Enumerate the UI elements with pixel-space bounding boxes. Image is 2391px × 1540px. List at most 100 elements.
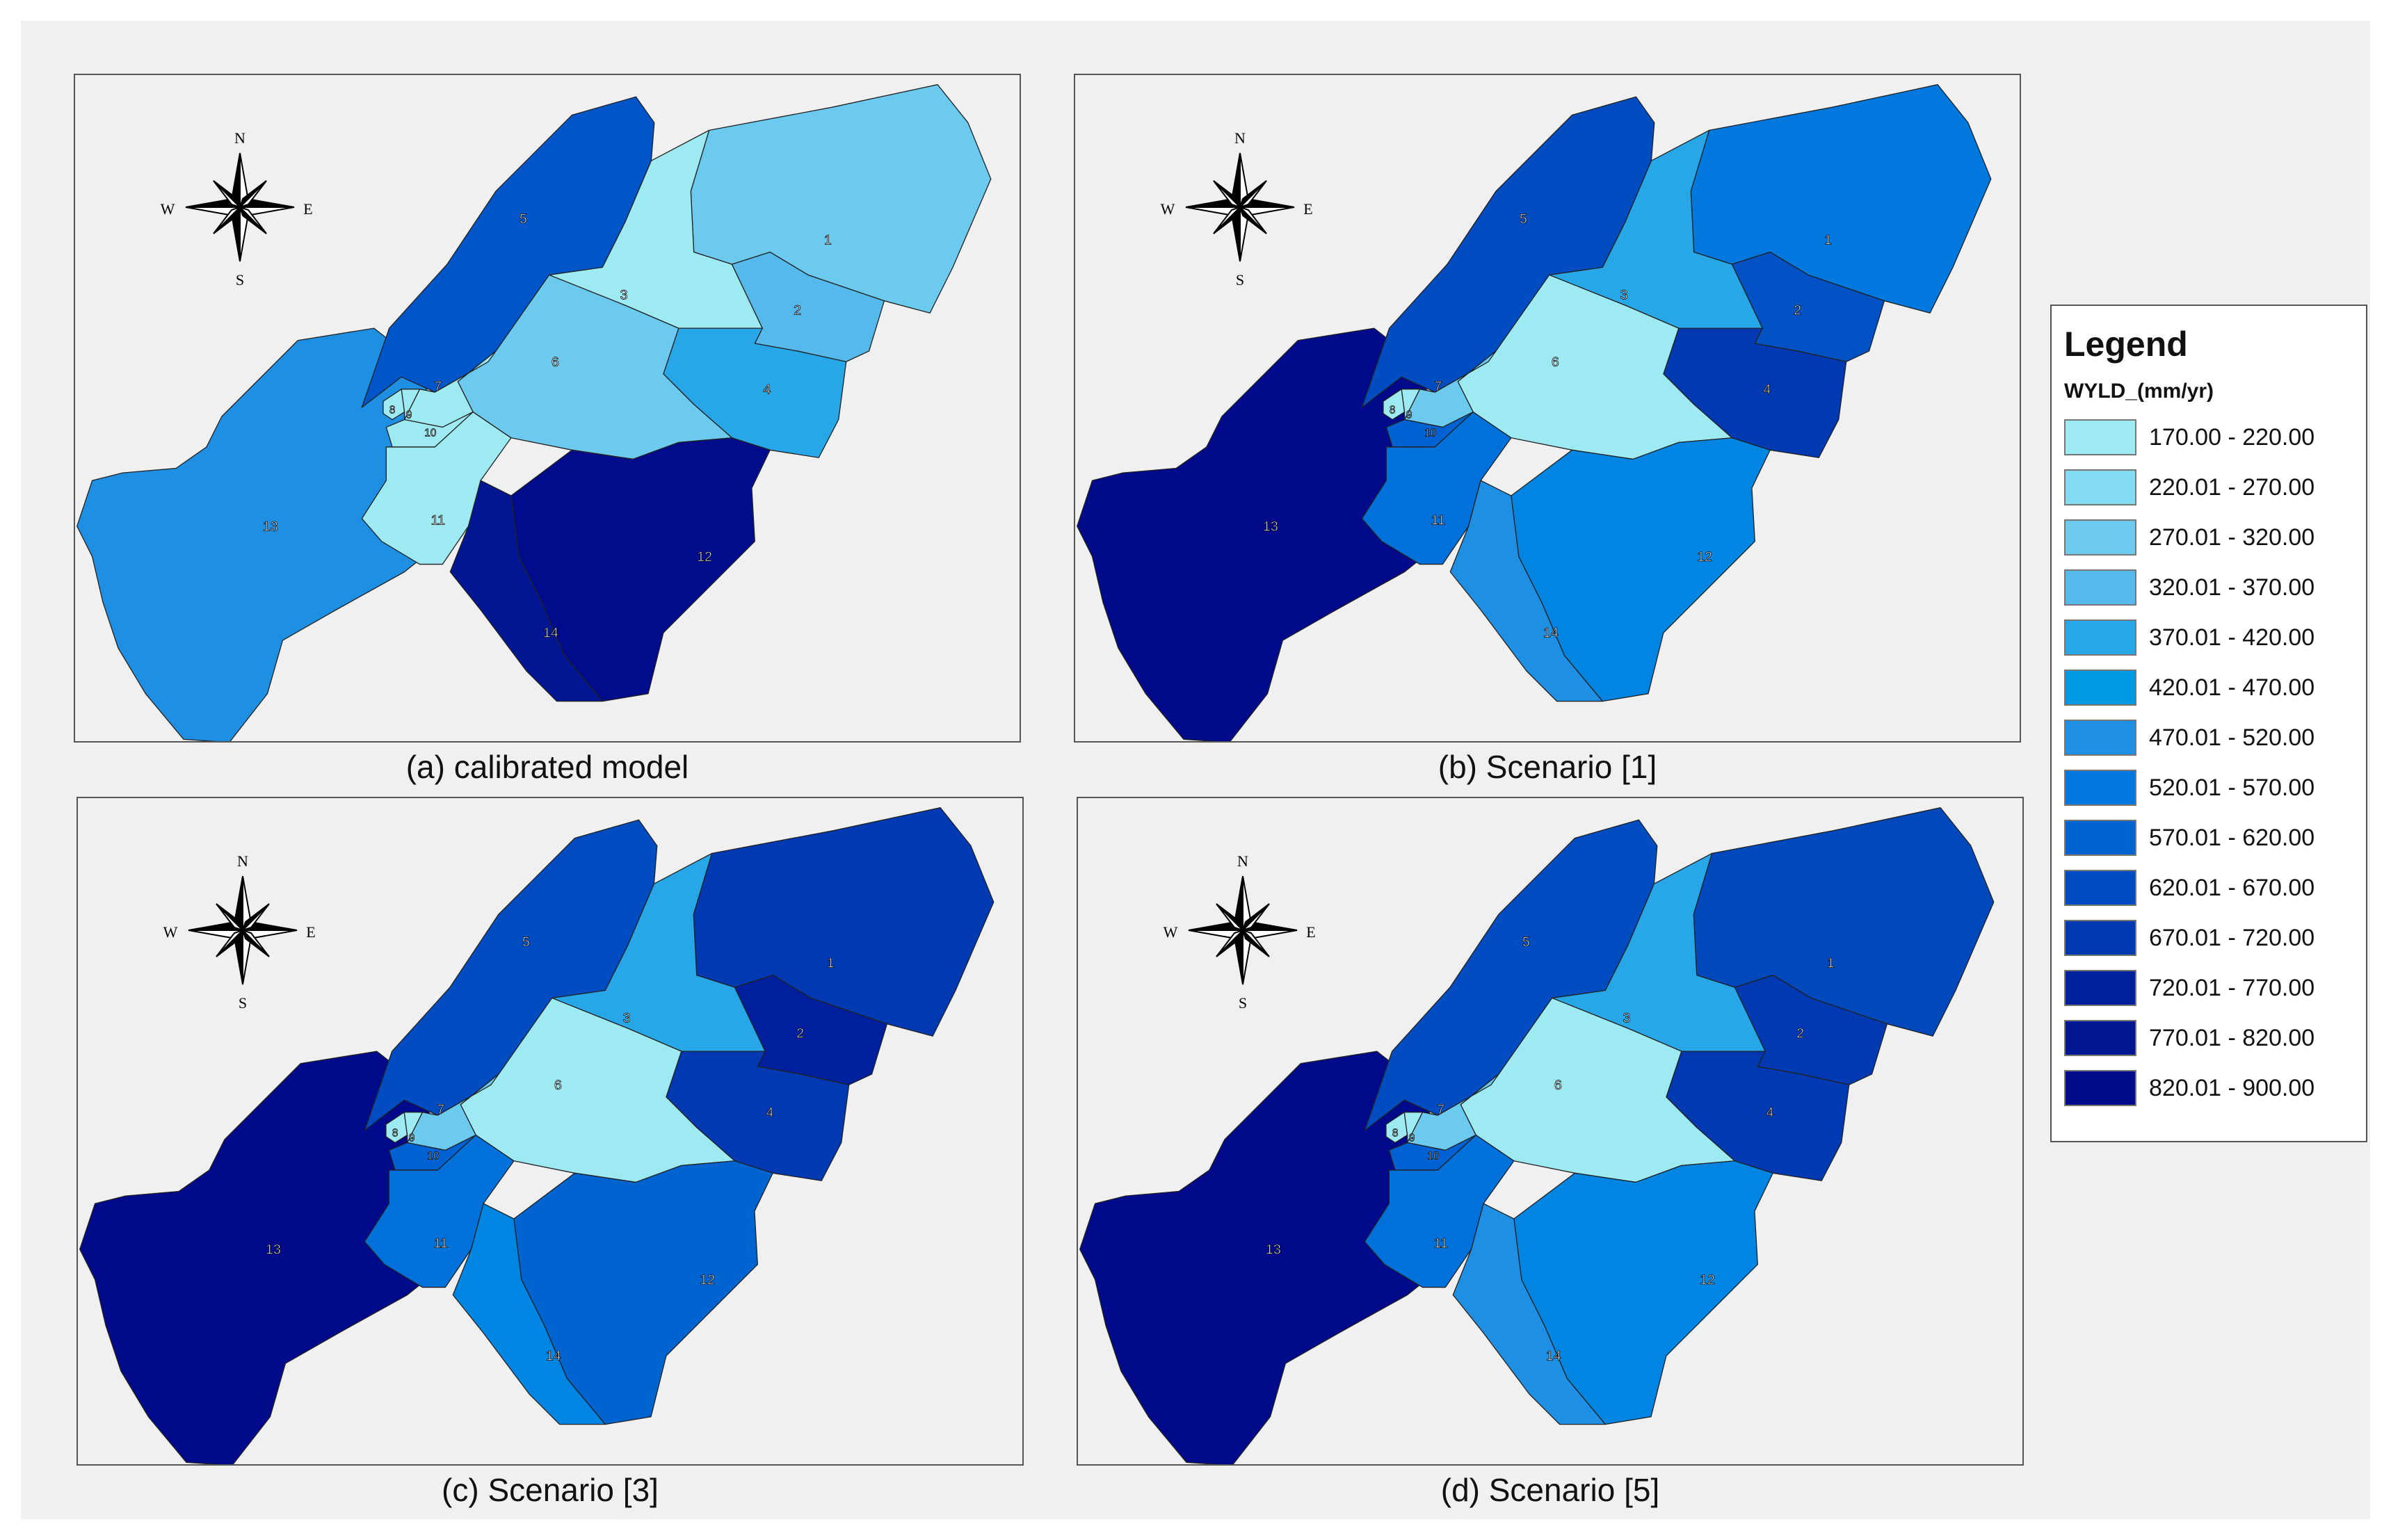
legend-item: 720.01 - 770.00 bbox=[2060, 968, 2359, 1008]
legend-swatch bbox=[2064, 1020, 2136, 1056]
subbasin-label-13: 13 bbox=[1266, 1242, 1281, 1257]
compass-n-label: N bbox=[237, 852, 248, 870]
legend-label: 820.01 - 900.00 bbox=[2149, 1075, 2315, 1101]
subbasin-label-1: 1 bbox=[827, 956, 835, 971]
legend-swatch bbox=[2064, 469, 2136, 505]
legend-label: 520.01 - 570.00 bbox=[2149, 775, 2315, 801]
compass-s-label: S bbox=[236, 271, 244, 289]
map-panel-d: 1 2 3 4 5 6 7 8 9 10 11 12 13 14 N S E W bbox=[1077, 797, 2024, 1466]
legend-label: 770.01 - 820.00 bbox=[2149, 1025, 2315, 1051]
legend-label: 270.01 - 320.00 bbox=[2149, 524, 2315, 551]
subbasin-label-8: 8 bbox=[389, 405, 396, 416]
legend-label: 670.01 - 720.00 bbox=[2149, 925, 2315, 951]
legend-title: Legend bbox=[2064, 325, 2188, 364]
legend-item: 320.01 - 370.00 bbox=[2060, 567, 2359, 608]
legend-item: 220.01 - 270.00 bbox=[2060, 467, 2359, 508]
legend-label: 370.01 - 420.00 bbox=[2149, 624, 2315, 651]
subbasin-label-2: 2 bbox=[1794, 302, 1801, 318]
subbasin-label-5: 5 bbox=[1522, 934, 1530, 950]
compass-n-label: N bbox=[1237, 852, 1248, 870]
legend-swatch bbox=[2064, 619, 2136, 656]
legend-swatch bbox=[2064, 419, 2136, 455]
subbasin-label-6: 6 bbox=[1552, 355, 1559, 370]
compass-w-label: W bbox=[161, 200, 175, 218]
compass-w-label: W bbox=[163, 923, 178, 941]
subbasin-label-6: 6 bbox=[554, 1078, 562, 1093]
subbasin-label-12: 12 bbox=[1700, 1272, 1715, 1288]
legend-item: 620.01 - 670.00 bbox=[2060, 868, 2359, 908]
subbasin-label-2: 2 bbox=[1796, 1026, 1804, 1041]
north-arrow-compass-icon: N S E W bbox=[161, 129, 313, 289]
subbasin-label-7: 7 bbox=[437, 1102, 444, 1117]
compass-e-label: E bbox=[306, 923, 315, 941]
subbasin-14 bbox=[1452, 1203, 1606, 1425]
subbasin-label-3: 3 bbox=[620, 287, 627, 302]
compass-s-label: S bbox=[1239, 994, 1247, 1012]
caption-a: (a) calibrated model bbox=[405, 749, 689, 785]
subbasin-label-10: 10 bbox=[427, 1151, 439, 1162]
subbasin-label-14: 14 bbox=[1546, 1349, 1561, 1364]
subbasin-label-13: 13 bbox=[1263, 519, 1278, 534]
subbasin-label-1: 1 bbox=[824, 233, 832, 248]
subbasin-14 bbox=[1449, 480, 1603, 702]
legend-item: 170.00 - 220.00 bbox=[2060, 417, 2359, 457]
legend-swatch bbox=[2064, 1070, 2136, 1106]
subbasin-label-9: 9 bbox=[406, 409, 412, 421]
subbasin-label-2: 2 bbox=[796, 1026, 804, 1041]
subbasin-label-13: 13 bbox=[263, 519, 278, 534]
legend-swatch bbox=[2064, 770, 2136, 806]
caption-b: (b) Scenario [1] bbox=[1438, 749, 1657, 785]
subbasin-label-12: 12 bbox=[700, 1272, 715, 1288]
north-arrow-compass-icon: N S E W bbox=[163, 852, 316, 1012]
subbasin-11 bbox=[1364, 1134, 1515, 1288]
legend-item: 520.01 - 570.00 bbox=[2060, 768, 2359, 808]
subbasin-label-10: 10 bbox=[1427, 1151, 1439, 1162]
subbasin-label-4: 4 bbox=[1763, 382, 1771, 397]
legend-swatch bbox=[2064, 870, 2136, 906]
subbasin-label-6: 6 bbox=[552, 355, 559, 370]
legend-item: 470.01 - 520.00 bbox=[2060, 718, 2359, 758]
subbasin-label-3: 3 bbox=[1623, 1010, 1630, 1026]
subbasin-label-1: 1 bbox=[1824, 233, 1832, 248]
subbasin-8 bbox=[1385, 1112, 1408, 1144]
subbasin-8 bbox=[385, 1112, 408, 1144]
subbasin-11 bbox=[361, 411, 512, 565]
caption-c: (c) Scenario [3] bbox=[442, 1472, 659, 1508]
legend-swatch bbox=[2064, 820, 2136, 856]
compass-e-label: E bbox=[1306, 923, 1315, 941]
compass-w-label: W bbox=[1164, 923, 1178, 941]
legend-swatch bbox=[2064, 970, 2136, 1006]
compass-s-label: S bbox=[1236, 271, 1244, 289]
subbasin-8 bbox=[1383, 389, 1406, 421]
subbasin-label-9: 9 bbox=[1406, 409, 1412, 421]
legend-label: 470.01 - 520.00 bbox=[2149, 724, 2315, 751]
subbasin-label-3: 3 bbox=[1620, 287, 1627, 302]
subbasin-label-12: 12 bbox=[697, 549, 712, 565]
subbasin-label-14: 14 bbox=[546, 1349, 561, 1364]
subbasin-label-7: 7 bbox=[1437, 1102, 1444, 1117]
subbasin-label-14: 14 bbox=[1543, 626, 1559, 641]
map-panel-c: 1 2 3 4 5 6 7 8 9 10 11 12 13 14 N S E W bbox=[77, 797, 1024, 1466]
subbasin-label-4: 4 bbox=[763, 382, 771, 397]
subbasin-label-10: 10 bbox=[424, 428, 436, 439]
legend-label: 570.01 - 620.00 bbox=[2149, 825, 2315, 851]
legend-swatch bbox=[2064, 920, 2136, 956]
north-arrow-compass-icon: N S E W bbox=[1164, 852, 1316, 1012]
legend-label: 620.01 - 670.00 bbox=[2149, 875, 2315, 901]
legend-item: 420.01 - 470.00 bbox=[2060, 667, 2359, 708]
legend-label: 720.01 - 770.00 bbox=[2149, 975, 2315, 1001]
subbasin-label-3: 3 bbox=[622, 1010, 630, 1026]
compass-n-label: N bbox=[1234, 129, 1246, 147]
subbasin-label-12: 12 bbox=[1697, 549, 1712, 565]
subbasin-label-5: 5 bbox=[522, 934, 530, 950]
compass-w-label: W bbox=[1161, 200, 1175, 218]
figure-background: 1 2 3 4 5 6 7 8 9 10 11 12 13 14 N S E W (a) calibrated m… bbox=[21, 21, 2370, 1519]
subbasin-label-9: 9 bbox=[1409, 1132, 1415, 1144]
subbasin-label-14: 14 bbox=[543, 626, 558, 641]
legend-label: 170.00 - 220.00 bbox=[2149, 424, 2315, 451]
subbasin-label-4: 4 bbox=[1766, 1105, 1773, 1120]
